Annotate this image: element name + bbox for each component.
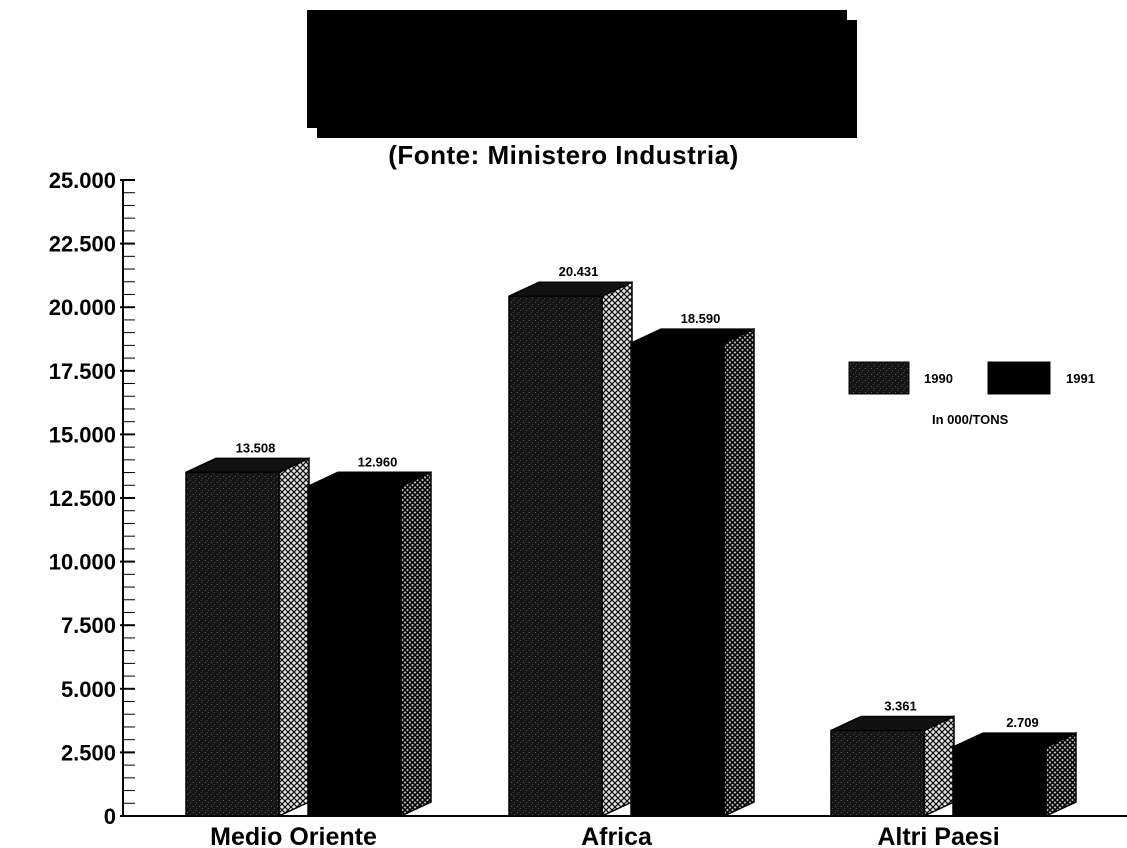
x-category-label: Africa	[581, 823, 653, 848]
bar-front	[952, 746, 1047, 817]
y-tick-label: 10.000	[49, 550, 116, 575]
bar-1990-0	[185, 457, 310, 818]
legend-label-1990: 1990	[924, 371, 953, 386]
bar-value-label: 3.361	[884, 698, 917, 713]
bar-front	[630, 342, 725, 817]
title-box	[307, 10, 847, 128]
title-block	[307, 10, 857, 138]
bar-value-label: 12.960	[358, 454, 398, 469]
bar-front	[307, 485, 402, 817]
x-category-label: Altri Paesi	[877, 823, 999, 848]
bar-front	[830, 729, 925, 817]
bar-front	[508, 295, 603, 817]
y-tick-label: 12.500	[49, 486, 116, 511]
bar-front	[185, 471, 280, 817]
y-tick-label: 0	[104, 804, 116, 829]
y-tick-label: 7.500	[61, 613, 116, 638]
bar-1991-2	[952, 731, 1077, 818]
legend-swatch-1990	[848, 361, 910, 395]
y-tick-label: 2.500	[61, 740, 116, 765]
bar-1990-1	[508, 281, 633, 818]
bar-value-label: 18.590	[681, 311, 721, 326]
bar-side	[923, 715, 955, 818]
y-tick-label: 15.000	[49, 422, 116, 447]
y-tick-label: 5.000	[61, 677, 116, 702]
unit-label: In 000/TONS	[932, 412, 1009, 427]
bar-side	[723, 327, 755, 818]
bar-side	[278, 457, 310, 818]
bar-value-label: 20.431	[559, 264, 599, 279]
bar-value-label: 13.508	[236, 440, 276, 455]
bar-1991-0	[307, 471, 432, 818]
bar-1990-2	[830, 715, 955, 818]
bar-1991-1	[630, 327, 755, 818]
y-tick-label: 22.500	[49, 232, 116, 257]
y-tick-label: 20.000	[49, 295, 116, 320]
y-tick-label: 17.500	[49, 359, 116, 384]
bar-side	[601, 281, 633, 818]
y-tick-label: 25.000	[49, 168, 116, 193]
bar-side	[400, 471, 432, 818]
bar-value-label: 2.709	[1006, 715, 1039, 730]
x-category-label: Medio Oriente	[210, 823, 377, 848]
legend-label-1991: 1991	[1066, 371, 1095, 386]
legend-swatch-1991	[987, 361, 1051, 395]
chart-subtitle: (Fonte: Ministero Industria)	[388, 140, 739, 170]
